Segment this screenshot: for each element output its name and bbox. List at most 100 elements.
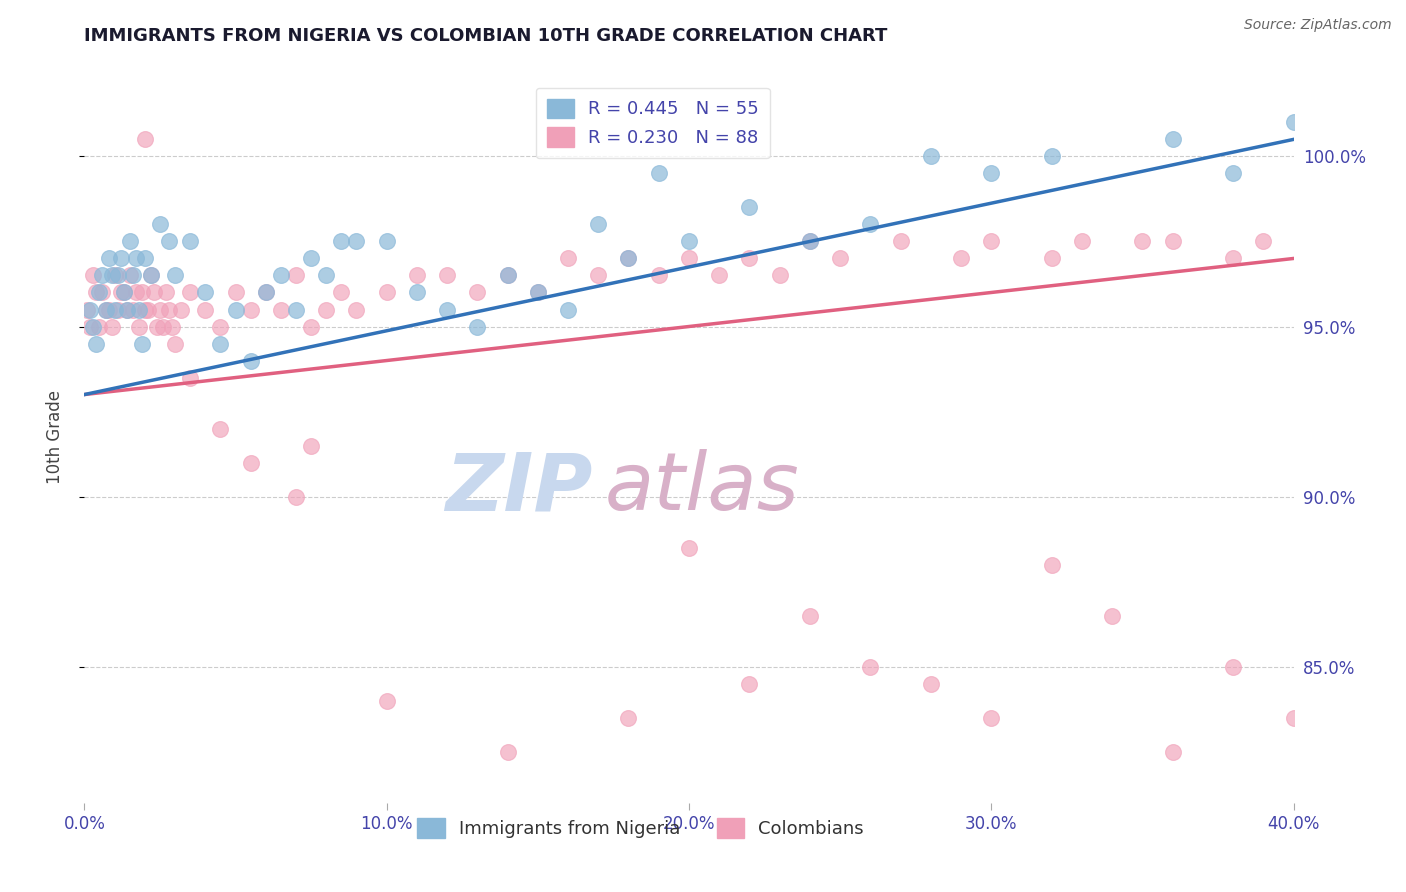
Point: [142, 285, 165, 300]
Point: [146, 319, 169, 334]
Point: [91, 268, 114, 283]
Point: [557, 252, 579, 266]
Point: [299, 439, 322, 453]
Point: [131, 336, 153, 351]
Point: [678, 235, 700, 249]
Point: [91, 285, 114, 300]
Point: [160, 319, 183, 334]
Point: [110, 252, 132, 266]
Point: [149, 302, 172, 317]
Point: [980, 235, 1002, 249]
Point: [121, 268, 143, 283]
Point: [1040, 149, 1063, 163]
Point: [179, 285, 201, 300]
Point: [97, 252, 120, 266]
Point: [225, 302, 247, 317]
Point: [194, 285, 217, 300]
Point: [1132, 235, 1154, 249]
Point: [375, 235, 398, 249]
Point: [270, 302, 292, 317]
Point: [128, 302, 150, 317]
Point: [209, 421, 232, 435]
Point: [112, 285, 135, 300]
Point: [94, 302, 117, 317]
Point: [436, 268, 458, 283]
Point: [115, 302, 138, 317]
Point: [496, 268, 519, 283]
Point: [76, 302, 98, 317]
Point: [100, 268, 122, 283]
Point: [859, 218, 882, 232]
Point: [285, 268, 308, 283]
Point: [254, 285, 277, 300]
Point: [315, 302, 337, 317]
Point: [920, 677, 942, 691]
Point: [107, 302, 129, 317]
Point: [1222, 252, 1244, 266]
Point: [738, 677, 761, 691]
Point: [799, 235, 821, 249]
Point: [79, 302, 101, 317]
Point: [1282, 711, 1305, 725]
Point: [100, 319, 122, 334]
Point: [830, 252, 852, 266]
Point: [239, 353, 262, 368]
Point: [1253, 235, 1275, 249]
Point: [125, 252, 148, 266]
Point: [179, 235, 201, 249]
Point: [82, 268, 104, 283]
Point: [136, 302, 159, 317]
Point: [315, 268, 337, 283]
Text: atlas: atlas: [605, 450, 799, 527]
Point: [125, 285, 148, 300]
Point: [107, 268, 129, 283]
Point: [738, 201, 761, 215]
Point: [769, 268, 792, 283]
Point: [285, 490, 308, 504]
Legend: Immigrants from Nigeria, Colombians: Immigrants from Nigeria, Colombians: [411, 811, 870, 845]
Point: [89, 319, 111, 334]
Point: [118, 268, 141, 283]
Point: [165, 268, 187, 283]
Point: [678, 541, 700, 555]
Text: IMMIGRANTS FROM NIGERIA VS COLOMBIAN 10TH GRADE CORRELATION CHART: IMMIGRANTS FROM NIGERIA VS COLOMBIAN 10T…: [84, 27, 887, 45]
Point: [134, 302, 156, 317]
Point: [1161, 745, 1184, 759]
Point: [134, 252, 156, 266]
Text: ZIP: ZIP: [444, 450, 592, 527]
Point: [110, 285, 132, 300]
Point: [139, 268, 162, 283]
Point: [980, 711, 1002, 725]
Point: [467, 285, 489, 300]
Point: [617, 711, 640, 725]
Point: [254, 285, 277, 300]
Point: [157, 302, 180, 317]
Point: [1222, 659, 1244, 673]
Y-axis label: 10th Grade: 10th Grade: [45, 390, 63, 484]
Point: [496, 268, 519, 283]
Point: [194, 302, 217, 317]
Point: [375, 285, 398, 300]
Point: [890, 235, 912, 249]
Point: [406, 285, 429, 300]
Point: [165, 336, 187, 351]
Point: [375, 694, 398, 708]
Point: [799, 235, 821, 249]
Point: [121, 302, 143, 317]
Point: [155, 285, 177, 300]
Point: [131, 285, 153, 300]
Point: [588, 218, 610, 232]
Point: [239, 302, 262, 317]
Point: [104, 302, 127, 317]
Point: [115, 302, 138, 317]
Point: [859, 659, 882, 673]
Point: [134, 132, 156, 146]
Point: [179, 370, 201, 384]
Point: [89, 285, 111, 300]
Point: [139, 268, 162, 283]
Point: [94, 302, 117, 317]
Point: [648, 268, 671, 283]
Point: [980, 166, 1002, 180]
Point: [588, 268, 610, 283]
Point: [496, 745, 519, 759]
